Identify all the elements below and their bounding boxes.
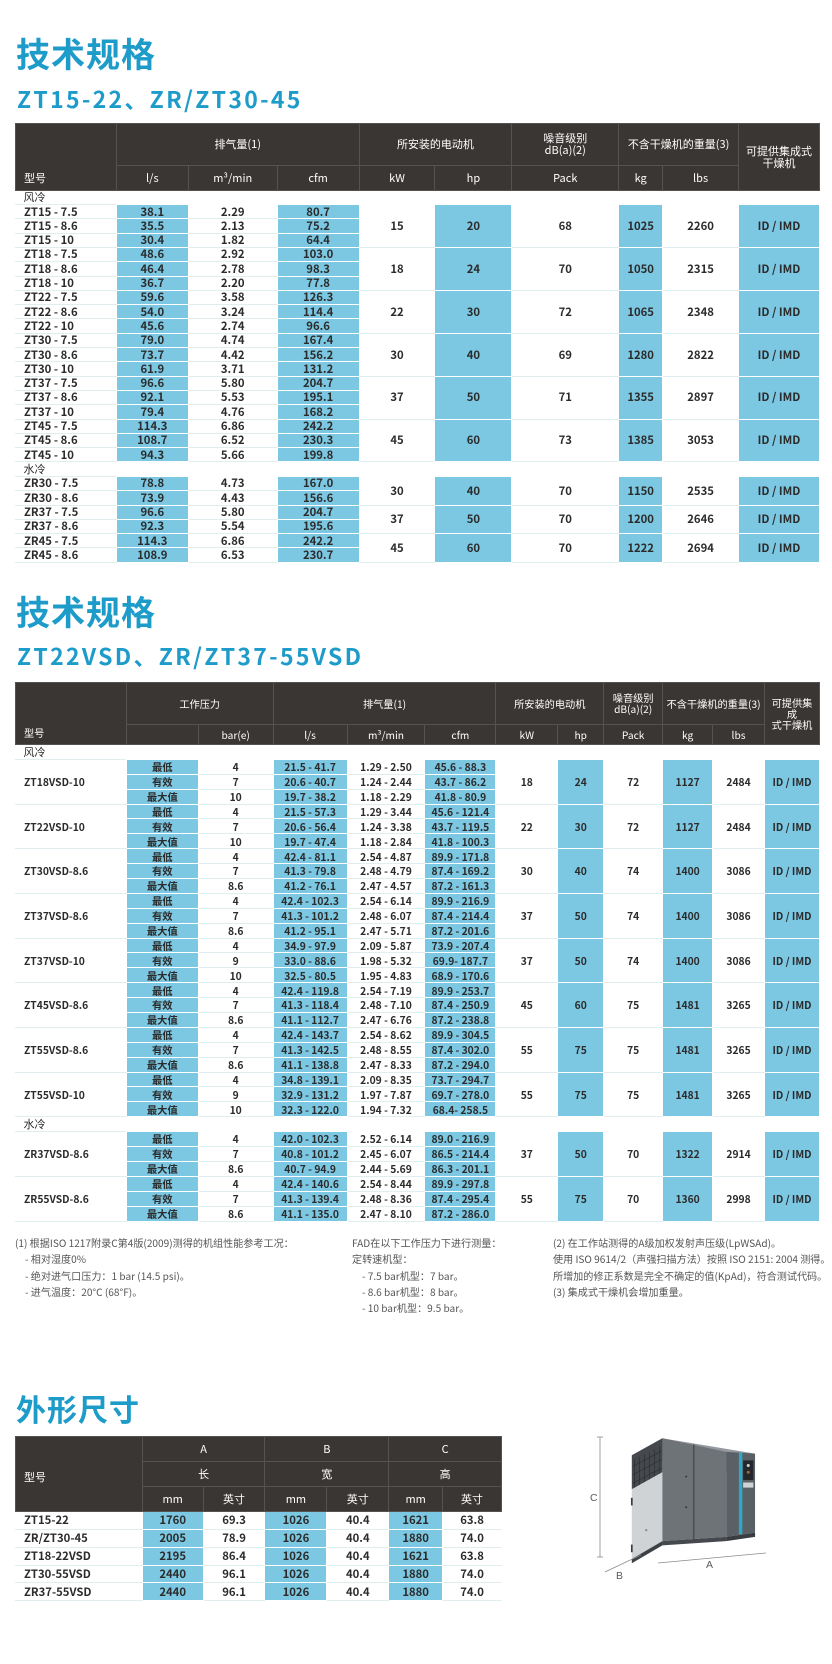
svg-text:A: A (706, 1559, 713, 1571)
svg-text:B: B (616, 1570, 623, 1582)
svg-text:C: C (590, 1492, 598, 1504)
